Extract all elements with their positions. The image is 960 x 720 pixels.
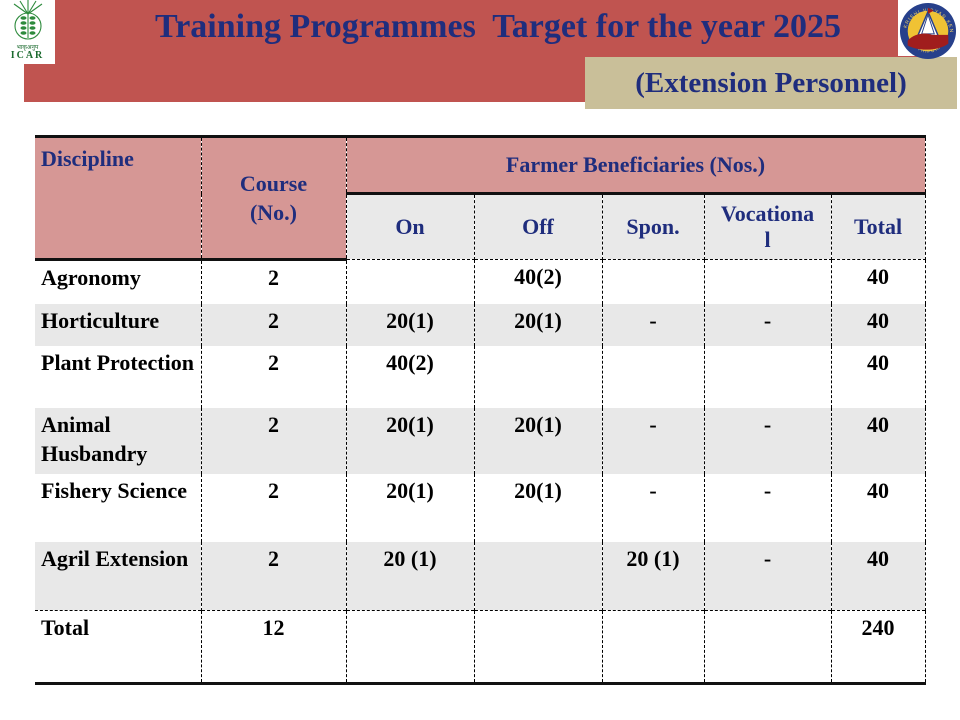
- cell-course: 2: [201, 259, 347, 304]
- col-header-total: Total: [831, 193, 926, 260]
- cell-vocational: [704, 345, 832, 408]
- cell-on: [346, 259, 475, 304]
- cell-discipline: Total: [35, 610, 202, 684]
- cell-off: [474, 345, 603, 408]
- icar-hindi-text: भाकृअनुप: [16, 45, 39, 51]
- slide-subtitle: (Extension Personnel): [635, 66, 907, 99]
- header-row-top: Discipline Course (No.) Farmer Beneficia…: [35, 136, 926, 261]
- cell-spon: [602, 345, 705, 408]
- cell-vocational: -: [704, 303, 832, 346]
- col-header-course-no: Course (No.): [201, 136, 347, 261]
- slide-title: Training Programmes Target for the year …: [155, 8, 841, 45]
- training-target-table: Discipline Course (No.) Farmer Beneficia…: [35, 135, 926, 685]
- col-header-vocational: Vocational: [704, 193, 832, 260]
- cell-total: 40: [831, 473, 926, 542]
- cell-discipline: Fishery Science: [35, 473, 202, 542]
- col-header-farmer-beneficiaries: Farmer Beneficiaries (Nos.): [346, 136, 926, 195]
- cell-spon: -: [602, 303, 705, 346]
- cell-discipline: Horticulture: [35, 303, 202, 346]
- cell-course: 2: [201, 407, 347, 474]
- cell-vocational: [704, 610, 832, 684]
- table-row-animal-husbandry: Animal Husbandry 2 20(1) 20(1) - - 40: [35, 407, 926, 474]
- table-row-agril-extension: Agril Extension 2 20 (1) 20 (1) - 40: [35, 541, 926, 611]
- cell-vocational: -: [704, 541, 832, 611]
- cell-on: 20 (1): [346, 541, 475, 611]
- cell-spon: -: [602, 407, 705, 474]
- cell-course: 2: [201, 473, 347, 542]
- cell-on: 20(1): [346, 303, 475, 346]
- cell-course: 2: [201, 303, 347, 346]
- cell-off: [474, 541, 603, 611]
- cell-discipline: Agril Extension: [35, 541, 202, 611]
- cell-discipline: Animal Husbandry: [35, 407, 202, 474]
- cell-total: 40: [831, 407, 926, 474]
- cell-spon: [602, 610, 705, 684]
- cell-total: 240: [831, 610, 926, 684]
- kvk-logo-icon: KRISHI VIGYAN KENDRA TRIPURA: [899, 2, 957, 60]
- cell-discipline: Plant Protection: [35, 345, 202, 408]
- cell-on: [346, 610, 475, 684]
- cell-off: 40(2): [474, 259, 603, 304]
- table-row-horticulture: Horticulture 2 20(1) 20(1) - - 40: [35, 303, 926, 346]
- col-header-discipline: Discipline: [35, 136, 202, 261]
- cell-on: 20(1): [346, 473, 475, 542]
- icar-wheat-icon: [13, 0, 42, 40]
- col-header-off: Off: [474, 193, 603, 260]
- cell-course: 12: [201, 610, 347, 684]
- table-row-total: Total 12 240: [35, 610, 926, 684]
- cell-total: 40: [831, 259, 926, 304]
- cell-on: 40(2): [346, 345, 475, 408]
- cell-total: 40: [831, 345, 926, 408]
- table-row-plant-protection: Plant Protection 2 40(2) 40: [35, 345, 926, 408]
- cell-off: 20(1): [474, 473, 603, 542]
- cell-spon: [602, 259, 705, 304]
- cell-off: [474, 610, 603, 684]
- cell-total: 40: [831, 541, 926, 611]
- table-row-agronomy: Agronomy 2 40(2) 40: [35, 259, 926, 304]
- cell-vocational: -: [704, 407, 832, 474]
- cell-total: 40: [831, 303, 926, 346]
- cell-vocational: -: [704, 473, 832, 542]
- cell-on: 20(1): [346, 407, 475, 474]
- icar-label: ICAR: [10, 50, 45, 61]
- cell-course: 2: [201, 541, 347, 611]
- cell-off: 20(1): [474, 303, 603, 346]
- header-row-sub: On Off Spon. Vocational Total: [35, 193, 926, 260]
- cell-vocational: [704, 259, 832, 304]
- subtitle-bar: (Extension Personnel): [585, 57, 957, 109]
- icar-logo: भाकृअनुप ICAR: [0, 0, 55, 64]
- cell-course: 2: [201, 345, 347, 408]
- col-header-spon: Spon.: [602, 193, 705, 260]
- cell-spon: 20 (1): [602, 541, 705, 611]
- col-header-on: On: [346, 193, 475, 260]
- cell-discipline: Agronomy: [35, 259, 202, 304]
- cell-off: 20(1): [474, 407, 603, 474]
- table-row-fishery-science: Fishery Science 2 20(1) 20(1) - - 40: [35, 473, 926, 542]
- cell-spon: -: [602, 473, 705, 542]
